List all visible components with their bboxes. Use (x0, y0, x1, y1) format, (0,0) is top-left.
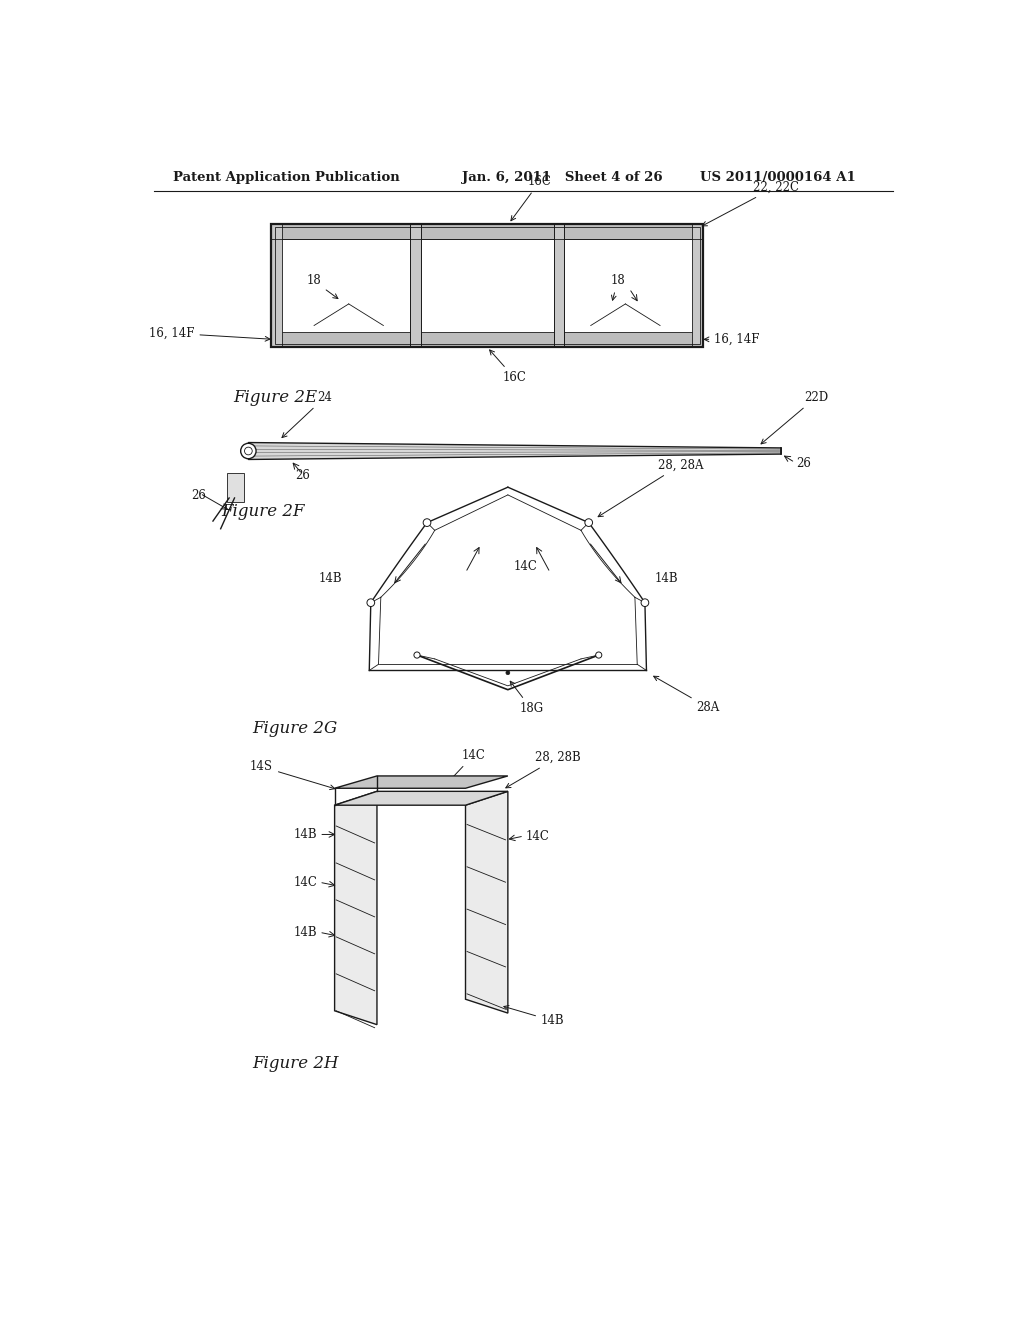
Text: 28A: 28A (653, 676, 720, 714)
Polygon shape (335, 776, 508, 788)
Text: Figure 2E: Figure 2E (233, 388, 317, 405)
Text: 16, 14F: 16, 14F (148, 326, 270, 341)
Circle shape (506, 671, 510, 675)
Text: Jan. 6, 2011   Sheet 4 of 26: Jan. 6, 2011 Sheet 4 of 26 (462, 172, 663, 185)
Text: 16C: 16C (489, 350, 526, 384)
Bar (271, 331, 702, 347)
Text: 16, 14F: 16, 14F (705, 333, 760, 346)
Text: 14C: 14C (445, 748, 485, 785)
Circle shape (585, 519, 593, 527)
Circle shape (367, 599, 375, 607)
Bar (554, 224, 564, 347)
Polygon shape (249, 442, 781, 459)
Text: 18G: 18G (510, 681, 544, 715)
Text: 26: 26 (797, 457, 811, 470)
Text: 18: 18 (610, 275, 625, 300)
Text: 14S: 14S (250, 760, 335, 789)
Bar (271, 224, 702, 347)
Circle shape (423, 519, 431, 527)
Text: 14C: 14C (525, 829, 550, 842)
Text: US 2011/0000164 A1: US 2011/0000164 A1 (700, 172, 856, 185)
Text: Figure 2G: Figure 2G (252, 719, 338, 737)
Bar (271, 224, 702, 239)
Text: 16C: 16C (511, 176, 552, 220)
Circle shape (241, 444, 256, 459)
Bar (226, 473, 244, 502)
Text: 26: 26 (295, 469, 309, 482)
Text: 18: 18 (306, 275, 338, 298)
Bar (274, 227, 699, 345)
Bar (692, 224, 702, 347)
Text: 22D: 22D (761, 391, 828, 444)
Polygon shape (335, 792, 508, 805)
Text: 24: 24 (282, 391, 333, 437)
Text: 14C: 14C (294, 875, 317, 888)
Polygon shape (335, 792, 377, 1024)
Text: 14B: 14B (654, 572, 678, 585)
Polygon shape (466, 792, 508, 1014)
Text: 14B: 14B (294, 925, 317, 939)
Text: 14B: 14B (318, 572, 342, 585)
Circle shape (414, 652, 420, 659)
Text: 28, 28A: 28, 28A (598, 458, 703, 516)
Text: 14C: 14C (514, 560, 538, 573)
Circle shape (641, 599, 649, 607)
Text: 26: 26 (190, 490, 206, 502)
Text: Figure 2F: Figure 2F (221, 503, 305, 520)
Text: 14B: 14B (504, 1006, 564, 1027)
Text: 22, 22C: 22, 22C (702, 181, 799, 226)
Circle shape (596, 652, 602, 659)
Text: Patent Application Publication: Patent Application Publication (173, 172, 399, 185)
Text: 14B: 14B (294, 828, 317, 841)
Bar (410, 224, 421, 347)
Bar (271, 224, 283, 347)
Text: 28, 28B: 28, 28B (506, 751, 581, 788)
Text: Figure 2H: Figure 2H (252, 1055, 339, 1072)
